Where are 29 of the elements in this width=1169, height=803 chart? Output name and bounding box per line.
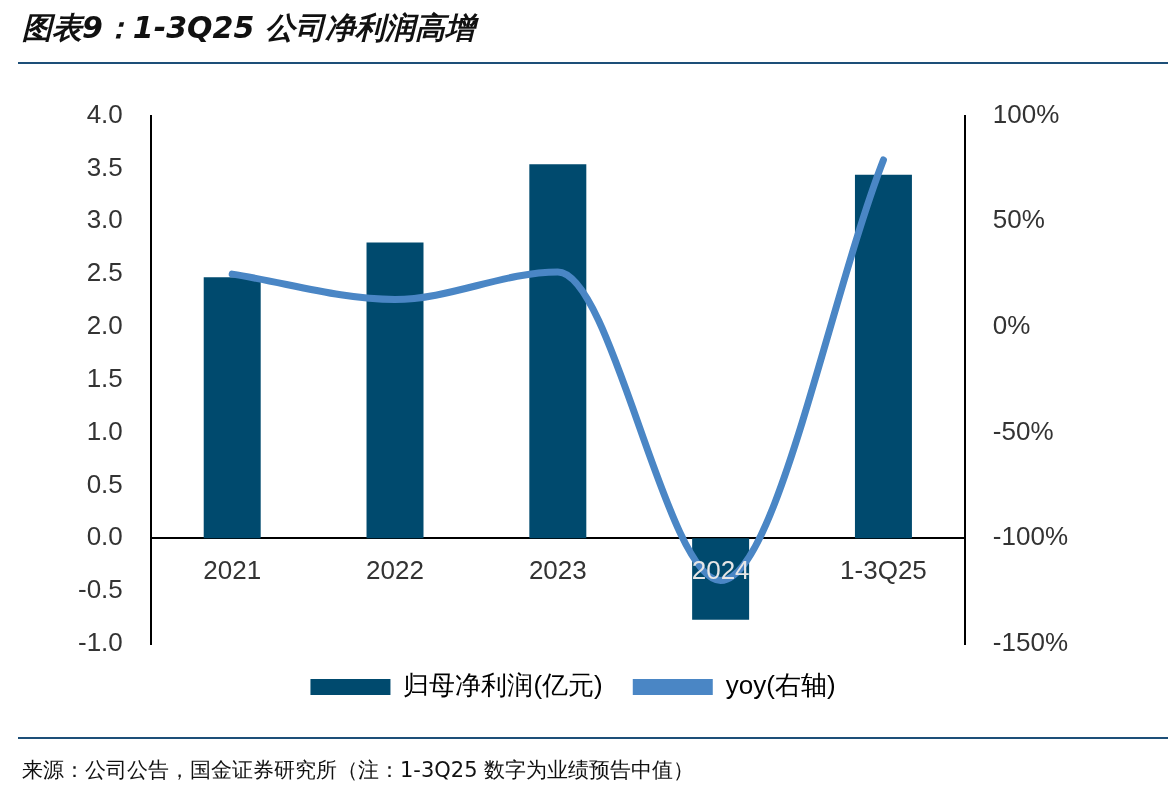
y-tick-label: 0.0 <box>86 521 123 552</box>
y-tick-label: 1.5 <box>86 362 123 393</box>
x-tick-label: 2024 <box>691 555 750 586</box>
y-tick-label: 2.0 <box>86 310 123 341</box>
y-tick-label: 0.5 <box>86 468 123 499</box>
legend-label: 归母净利润(亿元) <box>403 670 603 701</box>
bar <box>854 174 912 539</box>
y-tick-label: 3.5 <box>86 151 123 182</box>
y-tick-label: 2.5 <box>86 257 123 288</box>
y2-tick-label: 100% <box>992 98 1060 129</box>
legend-label: yoy(右轴) <box>725 670 836 701</box>
x-tick-label: 2021 <box>203 555 262 586</box>
x-tick-label: 2023 <box>528 555 587 586</box>
x-tick-label: 1-3Q25 <box>840 555 927 586</box>
bar <box>203 277 261 539</box>
x-tick-label: 2022 <box>366 555 424 586</box>
y2-tick-label: 50% <box>992 204 1045 235</box>
y-tick-label: 1.0 <box>86 415 123 446</box>
y-tick-label: 3.0 <box>86 204 123 235</box>
y2-tick-label: -50% <box>992 415 1054 446</box>
y-tick-label: 4.0 <box>86 98 123 129</box>
bar <box>529 164 587 539</box>
y-tick-label: -1.0 <box>77 627 123 658</box>
y2-tick-label: -100% <box>992 521 1068 552</box>
bar <box>366 242 424 539</box>
y2-tick-label: -150% <box>992 627 1068 658</box>
source-note: 来源：公司公告，国金证券研究所（注：1-3Q25 数字为业绩预告中值） <box>22 757 695 784</box>
y-tick-label: -0.5 <box>77 574 123 605</box>
y2-tick-label: 0% <box>992 310 1031 341</box>
